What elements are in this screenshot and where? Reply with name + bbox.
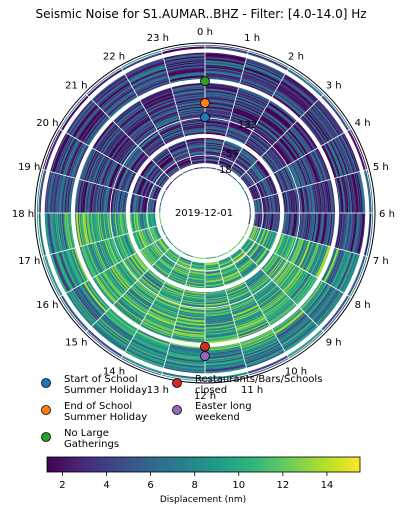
legend-marker xyxy=(172,405,182,415)
hour-label: 7 h xyxy=(373,256,389,267)
radial-tick-label: 57 xyxy=(226,149,239,160)
colorbar-ticks: 2 4 6 8 10 12 14 xyxy=(59,472,333,491)
hour-label: 18 h xyxy=(12,209,34,220)
legend-marker xyxy=(41,378,51,388)
legend-label: Easter long weekend xyxy=(195,401,252,423)
event-marker xyxy=(200,351,210,361)
legend-marker xyxy=(172,378,182,388)
colorbar-label: Displacement (nm) xyxy=(160,495,246,505)
hour-label: 5 h xyxy=(373,162,389,173)
hour-label: 6 h xyxy=(379,209,395,220)
event-marker xyxy=(200,98,210,108)
legend: Start of School Summer Holiday End of Scho… xyxy=(41,374,322,450)
colorbar-tick-label: 6 xyxy=(147,480,153,491)
legend-marker xyxy=(41,432,51,442)
hour-label: 0 h xyxy=(197,27,213,38)
event-marker xyxy=(200,341,210,352)
hour-label: 11 h xyxy=(241,385,263,396)
colorbar-tick-label: 10 xyxy=(232,480,245,491)
start-date-label: 2019-12-01 xyxy=(175,208,233,219)
chart-title: Seismic Noise for S1.AUMAR..BHZ - Filter… xyxy=(35,7,366,21)
hour-label: 19 h xyxy=(18,162,40,173)
event-marker xyxy=(200,112,210,123)
polar-plot: 2019-12-01 133 57 18 0 h 1 h 2 h 3 h 4 h 5 h 6… xyxy=(12,27,395,402)
colorbar-tick-label: 4 xyxy=(103,480,109,491)
hour-label: 15 h xyxy=(65,338,87,349)
colorbar-tick-label: 14 xyxy=(321,480,334,491)
legend-marker xyxy=(41,405,51,415)
hour-label: 8 h xyxy=(355,300,371,311)
colorbar-tick-label: 2 xyxy=(59,480,65,491)
hour-label: 17 h xyxy=(18,256,40,267)
hour-label: 23 h xyxy=(147,33,169,44)
hour-label: 21 h xyxy=(65,80,87,91)
hour-label: 16 h xyxy=(36,300,58,311)
hour-label: 1 h xyxy=(244,33,260,44)
legend-label: No Large Gatherings xyxy=(64,428,119,450)
colorbar-tick-label: 8 xyxy=(191,480,197,491)
hour-label: 13 h xyxy=(147,385,169,396)
hour-label: 20 h xyxy=(36,118,58,129)
hour-label: 4 h xyxy=(355,118,371,129)
hour-label: 9 h xyxy=(326,338,342,349)
colorbar: 2 4 6 8 10 12 14 Displacement (nm) xyxy=(46,456,361,505)
hour-label: 22 h xyxy=(103,51,125,62)
radial-tick-label: 133 xyxy=(238,120,257,131)
event-marker xyxy=(200,76,210,87)
radial-tick-label: 18 xyxy=(219,165,232,176)
legend-label: End of School Summer Holiday xyxy=(64,401,147,423)
legend-label: Start of School Summer Holiday xyxy=(64,374,147,396)
hour-label: 3 h xyxy=(326,80,342,91)
colorbar-bar xyxy=(46,456,361,473)
colorbar-tick-label: 12 xyxy=(276,480,289,491)
hour-label: 2 h xyxy=(288,51,304,62)
